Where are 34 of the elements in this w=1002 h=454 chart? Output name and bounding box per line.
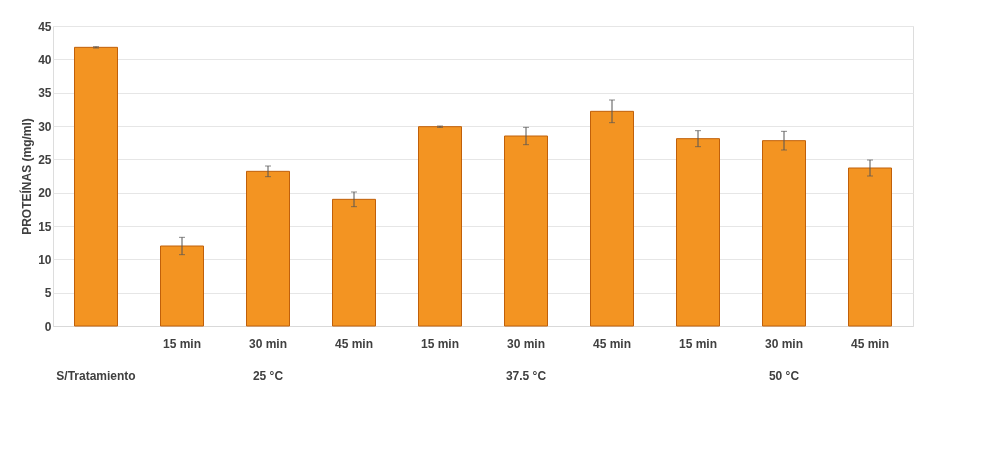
x-tick-label: 15 min bbox=[420, 336, 460, 351]
y-tick-label: 45 bbox=[38, 19, 52, 34]
bar bbox=[418, 126, 462, 327]
bar bbox=[762, 140, 806, 327]
y-tick-label: 10 bbox=[38, 252, 52, 267]
y-tick-label: 0 bbox=[44, 319, 52, 334]
bar bbox=[676, 138, 720, 327]
x-tick-label: 45 min bbox=[850, 336, 890, 351]
bar bbox=[504, 135, 548, 327]
y-tick-label: 25 bbox=[38, 152, 52, 167]
bar bbox=[590, 110, 634, 327]
y-tick-label: 40 bbox=[38, 52, 52, 67]
text: 50 °C bbox=[768, 369, 800, 383]
bar bbox=[332, 198, 376, 327]
y-tick-label: 20 bbox=[38, 186, 52, 201]
bar bbox=[848, 167, 892, 327]
x-tick-label: 30 min bbox=[506, 336, 546, 351]
x-tick-label: 45 min bbox=[592, 336, 632, 351]
text: 37.5 °C bbox=[505, 369, 547, 383]
x-tick-label: 30 min bbox=[248, 336, 288, 351]
x-tick-label: 30 min bbox=[764, 336, 804, 351]
x-tick-label: 15 min bbox=[162, 336, 202, 351]
text: 25 °C bbox=[252, 369, 284, 383]
x-tick-label: 15 min bbox=[678, 336, 718, 351]
bar bbox=[74, 46, 118, 327]
y-tick-label: 30 bbox=[38, 119, 52, 134]
y-tick-label: 5 bbox=[44, 286, 52, 301]
y-axis-title: PROTEÍNAS (mg/ml) bbox=[19, 118, 35, 235]
text: S/Tratamiento bbox=[56, 369, 136, 383]
bar bbox=[160, 245, 204, 327]
bar bbox=[246, 170, 290, 327]
y-tick-label: 35 bbox=[38, 86, 52, 101]
y-tick-label: 15 bbox=[38, 219, 52, 234]
x-tick-label: 45 min bbox=[334, 336, 374, 351]
